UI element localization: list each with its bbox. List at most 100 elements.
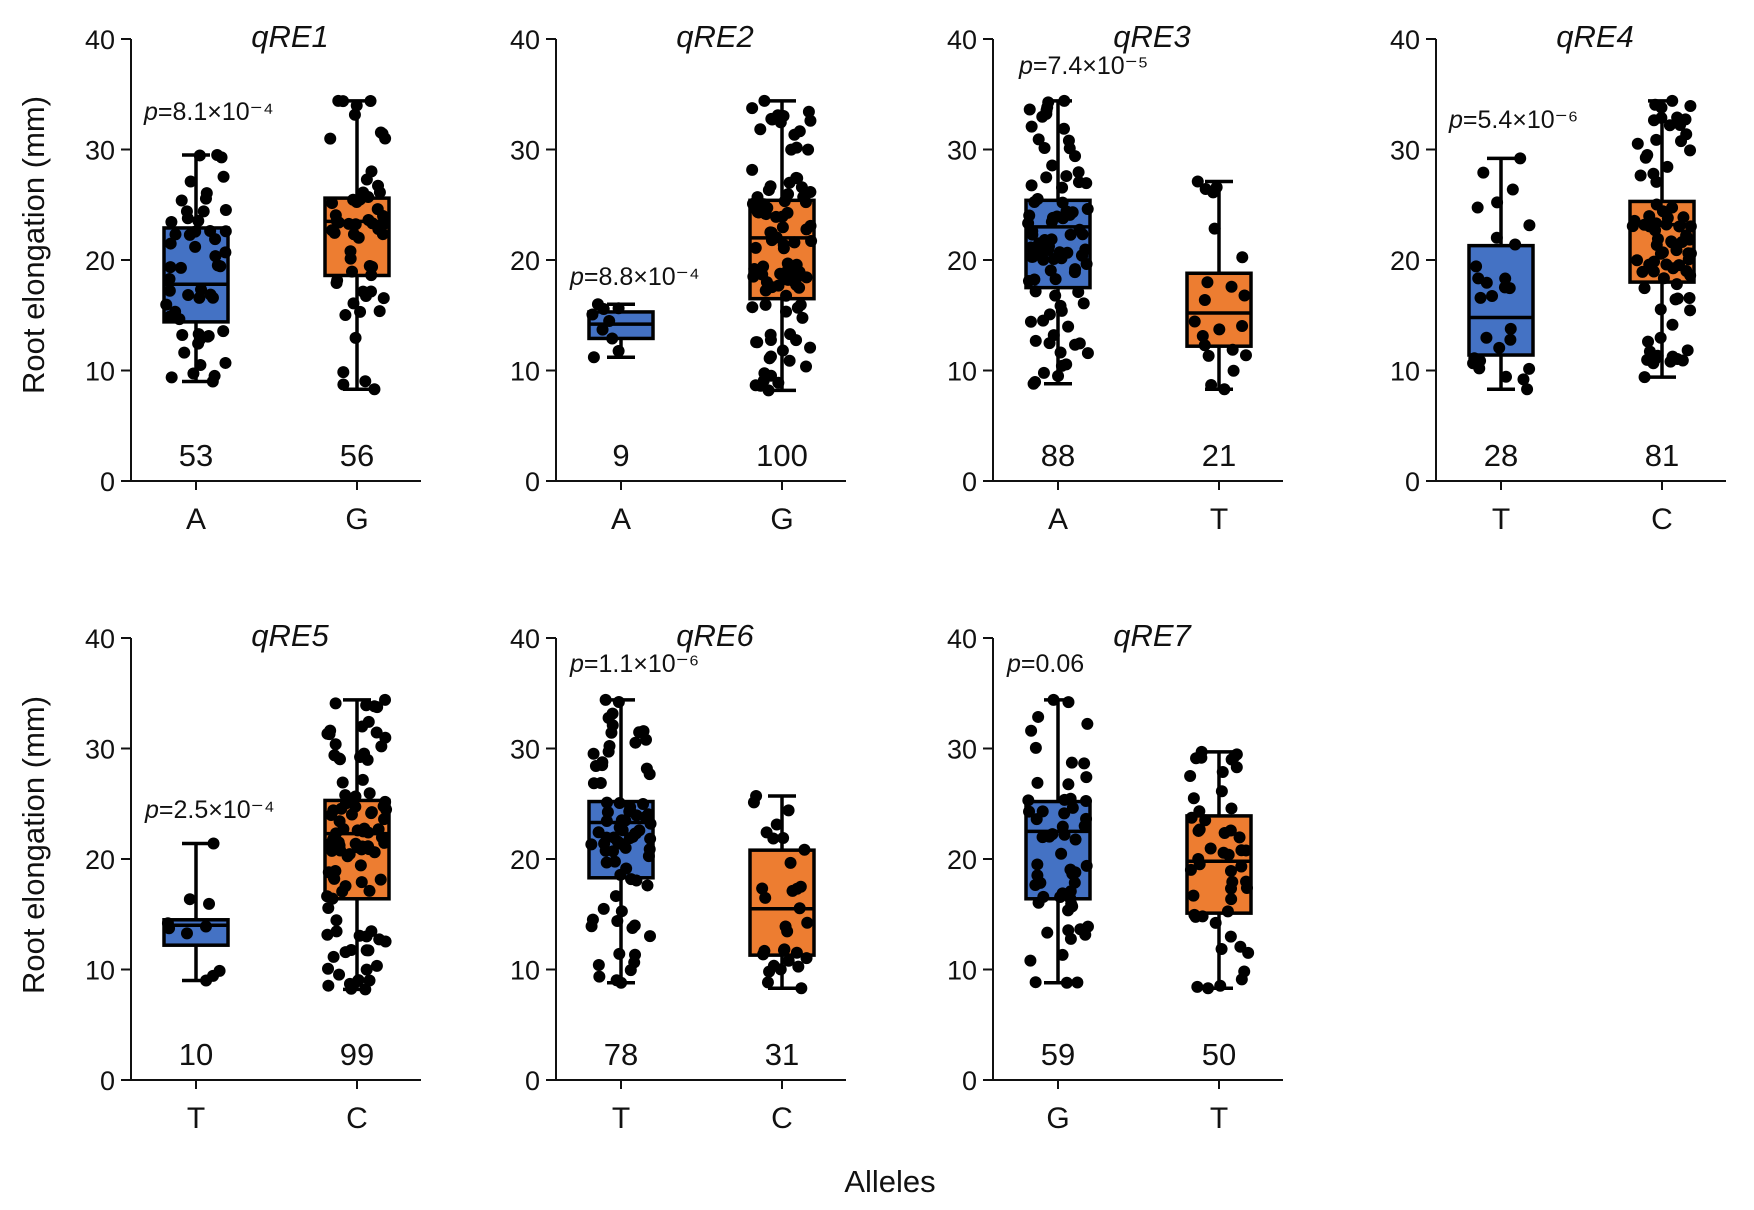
data-point <box>359 375 372 388</box>
data-point <box>332 836 345 849</box>
y-tick-label: 20 <box>510 845 540 875</box>
data-point <box>1043 337 1056 350</box>
data-point <box>1193 805 1206 818</box>
data-point <box>217 325 230 338</box>
y-tick-label: 30 <box>947 735 977 765</box>
data-point <box>760 826 773 839</box>
data-point <box>1218 383 1231 396</box>
data-point <box>1073 337 1086 350</box>
data-point <box>350 99 363 112</box>
x-tick-label: T <box>187 1102 205 1135</box>
data-point <box>184 175 197 188</box>
data-point <box>337 366 350 379</box>
data-point <box>209 233 222 246</box>
data-point <box>359 983 372 996</box>
data-point <box>776 344 789 357</box>
data-point <box>343 848 356 861</box>
p-value-number: =0.06 <box>1021 650 1084 678</box>
data-point <box>344 252 357 265</box>
data-point <box>366 260 379 273</box>
data-point <box>1198 339 1211 352</box>
data-point <box>746 163 759 176</box>
data-point <box>763 965 776 978</box>
data-point <box>1052 370 1065 383</box>
p-value-symbol: p <box>144 796 159 824</box>
box-group-t <box>1185 175 1253 396</box>
data-point <box>1491 196 1504 209</box>
data-point <box>329 697 342 710</box>
data-point <box>764 180 777 193</box>
data-point <box>597 902 610 915</box>
data-point <box>180 205 193 218</box>
panel-title: qRE6 <box>676 618 754 653</box>
y-tick-label: 40 <box>85 25 115 55</box>
y-tick-label: 0 <box>962 467 977 497</box>
data-point <box>1037 890 1050 903</box>
data-point <box>345 808 358 821</box>
data-point <box>1638 371 1651 384</box>
panel-title: qRE3 <box>1113 19 1191 54</box>
data-point <box>1062 134 1075 147</box>
sample-count-label: 21 <box>1202 438 1236 473</box>
data-point <box>1077 297 1090 310</box>
data-point <box>1025 120 1038 133</box>
data-point <box>213 964 226 977</box>
data-point <box>370 726 383 739</box>
data-point <box>362 191 375 204</box>
p-value-symbol: p <box>1448 106 1463 134</box>
data-point <box>746 301 759 314</box>
data-point <box>1192 824 1205 837</box>
chart-panel-qre2: 0 10 20 30 40 qRE2 p=8.8×10⁻⁴ A 9 G 100 <box>510 19 846 536</box>
p-value-label: p=1.1×10⁻⁶ <box>569 650 699 678</box>
box-group-t <box>585 693 657 989</box>
panel-title: qRE4 <box>1556 19 1634 54</box>
data-point <box>1058 807 1071 820</box>
data-point <box>790 946 803 959</box>
data-point <box>615 905 628 918</box>
data-point <box>1521 383 1534 396</box>
data-point <box>327 950 340 963</box>
data-point <box>796 311 809 324</box>
data-point <box>758 94 771 107</box>
data-point <box>165 216 178 229</box>
data-point <box>603 315 616 328</box>
data-point <box>1031 858 1044 871</box>
panel-title: qRE7 <box>1113 618 1192 653</box>
data-point <box>1062 904 1075 917</box>
y-tick-label: 10 <box>510 956 540 986</box>
data-point <box>164 310 177 323</box>
data-point <box>611 914 624 927</box>
data-point <box>606 332 619 345</box>
data-point <box>1216 765 1229 778</box>
data-point <box>1056 196 1069 209</box>
data-point <box>782 954 795 967</box>
data-point <box>365 925 378 938</box>
data-point <box>363 884 376 897</box>
data-point <box>1486 289 1499 302</box>
data-point <box>779 920 792 933</box>
sample-count-label: 28 <box>1484 438 1518 473</box>
x-tick-label: T <box>1210 503 1228 536</box>
data-point <box>629 948 642 961</box>
data-point <box>194 358 207 371</box>
data-point <box>1024 241 1037 254</box>
data-point <box>760 276 773 289</box>
data-point <box>1225 280 1238 293</box>
data-point <box>597 303 610 316</box>
data-point <box>1057 122 1070 135</box>
data-point <box>1235 973 1248 986</box>
data-point <box>160 298 173 311</box>
data-point <box>1224 930 1237 943</box>
x-tick-label: C <box>771 1102 793 1135</box>
sample-count-label: 9 <box>612 438 629 473</box>
panel-title: qRE5 <box>251 618 329 653</box>
data-point <box>1235 860 1248 873</box>
y-tick-label: 20 <box>85 845 115 875</box>
data-point <box>330 214 343 227</box>
box-group-t <box>1184 745 1255 995</box>
data-point <box>1472 272 1485 285</box>
data-point <box>1032 710 1045 723</box>
data-point <box>1060 358 1073 371</box>
data-point <box>1671 292 1684 305</box>
data-point <box>1500 370 1513 383</box>
